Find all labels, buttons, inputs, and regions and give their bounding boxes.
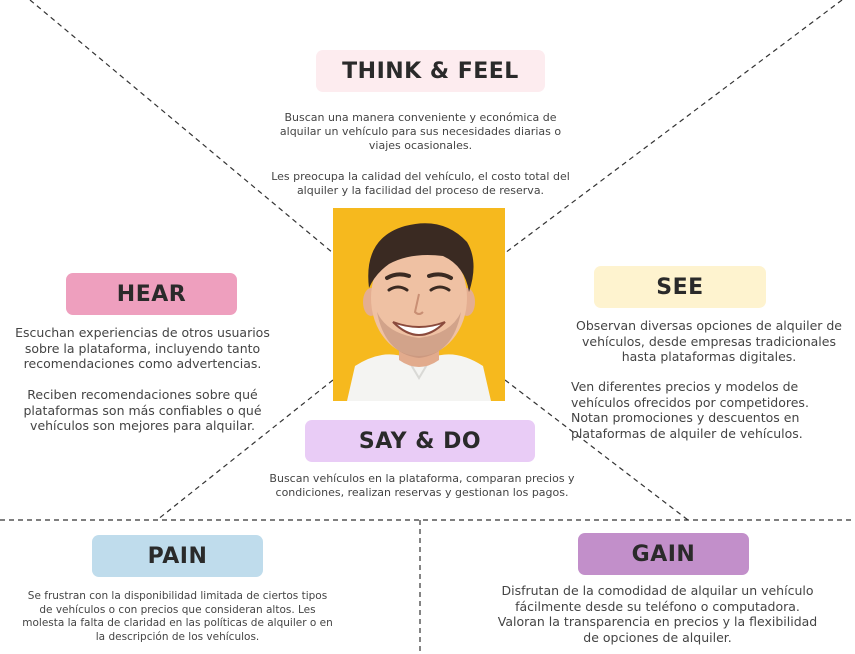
diagonal-line-bottom-left [156,379,334,521]
pain-text: Se frustran con la disponibilidad limita… [22,590,333,643]
see-label: SEE [594,266,766,308]
think-feel-text-1: Buscan una manera conveniente y económic… [279,111,562,152]
say-do-text: Buscan vehículos en la plataforma, compa… [269,472,575,499]
gain-text: Disfrutan de la comodidad de alquilar un… [497,583,818,645]
see-text-1: Observan diversas opciones de alquiler d… [576,318,842,364]
diagonal-line-bottom-right [504,379,689,521]
diagonal-line-top-right [504,0,843,254]
say-do-label: SAY & DO [305,420,535,462]
gain-label: GAIN [578,533,749,575]
pain-label: PAIN [92,535,263,577]
think-feel-label: THINK & FEEL [316,50,545,92]
hear-label: HEAR [66,273,237,315]
think-feel-text-2: Les preocupa la calidad del vehículo, el… [271,170,570,197]
hear-text-2: Reciben recomendaciones sobre qué plataf… [23,387,262,433]
hear-text-1: Escuchan experiencias de otros usuarios … [15,325,270,371]
persona-avatar [333,208,505,401]
diagonal-line-top-left [29,0,334,254]
see-text-2: Ven diferentes precios y modelos de vehí… [571,379,809,441]
